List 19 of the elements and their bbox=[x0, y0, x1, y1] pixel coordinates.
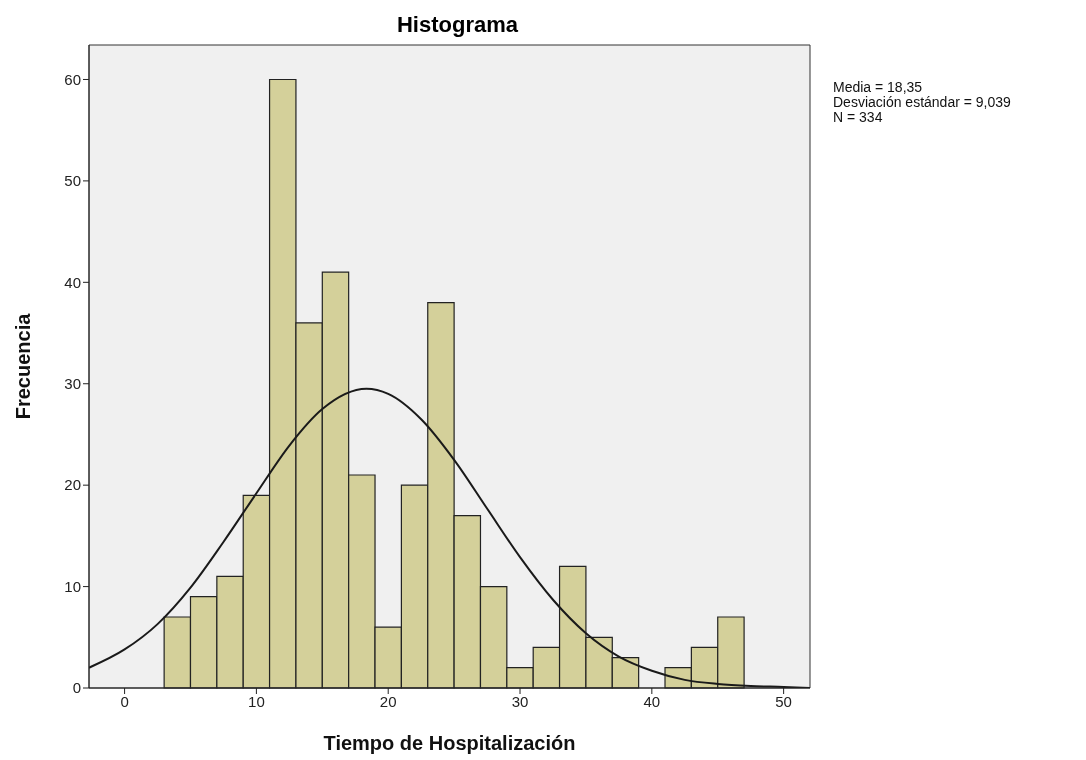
x-tick-label: 50 bbox=[775, 692, 792, 710]
y-tick-label: 10 bbox=[64, 577, 81, 595]
x-tick-label: 0 bbox=[120, 692, 129, 710]
y-tick-label: 0 bbox=[72, 679, 81, 697]
x-tick-label: 10 bbox=[248, 692, 265, 710]
x-tick-label: 20 bbox=[379, 692, 397, 710]
text: Desviación estándar = 9,039 bbox=[833, 94, 1011, 110]
x-axis-title: Tiempo de Hospitalización bbox=[323, 732, 576, 754]
chart-title: Histograma bbox=[395, 12, 519, 38]
y-tick-label: 40 bbox=[64, 273, 81, 291]
y-axis-title: Frecuencia bbox=[12, 312, 34, 420]
text: Media = 18,35 bbox=[833, 79, 924, 95]
x-tick-label: 30 bbox=[511, 692, 529, 710]
y-tick-label: 30 bbox=[64, 375, 81, 393]
text: N = 334 bbox=[833, 109, 884, 125]
y-tick-label: 60 bbox=[64, 70, 81, 88]
y-tick-label: 20 bbox=[64, 476, 81, 494]
y-tick-label: 50 bbox=[64, 172, 81, 190]
x-tick-label: 40 bbox=[643, 692, 661, 710]
